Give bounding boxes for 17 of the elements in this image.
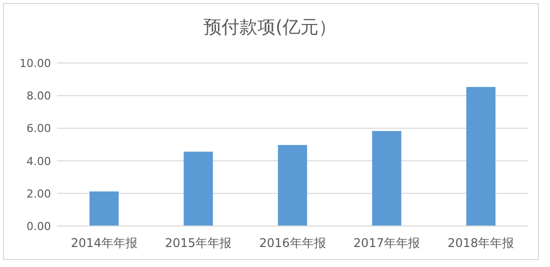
bar	[466, 86, 496, 226]
y-tick-label: 2.00	[26, 187, 51, 200]
bar	[90, 191, 119, 226]
x-tick-label: 2015年年报	[165, 236, 232, 250]
bar	[278, 144, 308, 226]
x-tick-label: 2016年年报	[259, 236, 326, 250]
y-tick-label: 0.00	[26, 220, 51, 233]
y-tick-label: 4.00	[26, 154, 51, 168]
x-tick-label: 2018年年报	[448, 236, 514, 250]
y-tick-label: 10.00	[20, 57, 51, 70]
chart-title: 预付款项(亿元）	[203, 17, 337, 38]
y-tick-label: 8.00	[26, 90, 51, 103]
bar	[184, 152, 213, 226]
y-tick-label: 6.00	[26, 122, 51, 136]
bar	[372, 130, 402, 226]
x-tick-label: 2014年年报	[70, 236, 138, 250]
x-tick-label: 2017年年报	[353, 236, 420, 250]
